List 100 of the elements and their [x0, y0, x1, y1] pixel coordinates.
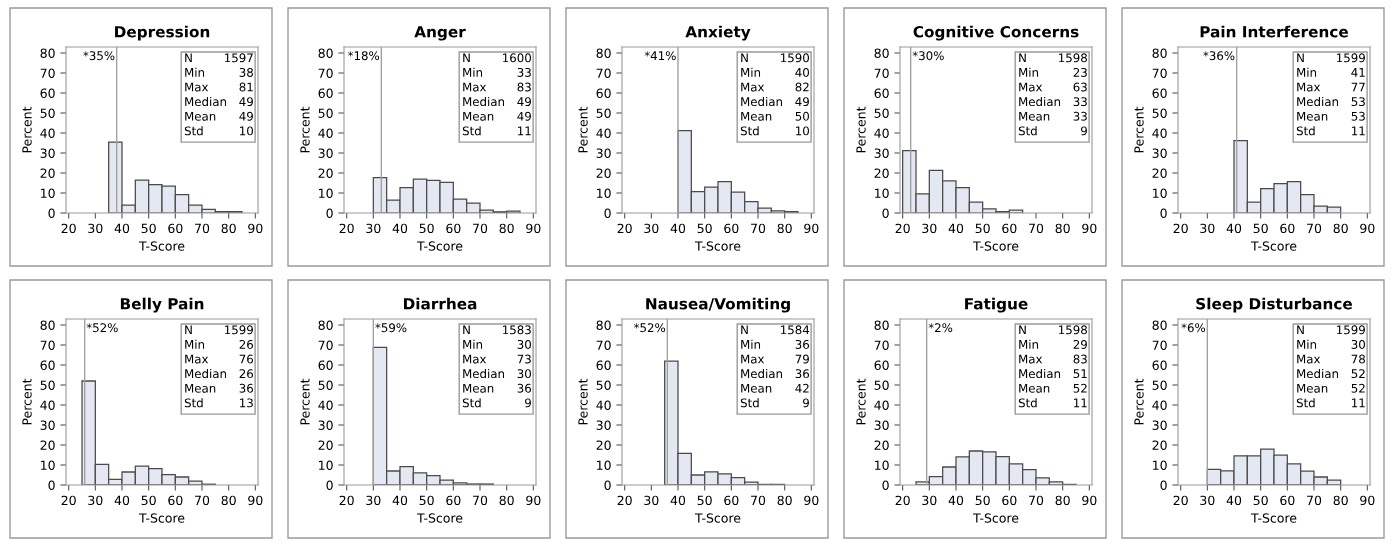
- y-tick-label: 40: [596, 400, 611, 410]
- x-tick-label: 80: [1333, 223, 1348, 234]
- text: Std 10: [184, 126, 253, 136]
- chart-title: Cognitive Concerns: [913, 25, 1079, 41]
- y-tick-label: 30: [874, 420, 889, 430]
- y-tick-label: 30: [596, 420, 611, 430]
- x-tick-label: 20: [1173, 495, 1188, 506]
- x-tick-label: 20: [617, 223, 632, 234]
- y-tick-label: 20: [874, 440, 889, 450]
- x-tick-label: 20: [617, 495, 632, 506]
- x-tick-label: 40: [670, 495, 686, 506]
- x-tick-label: 20: [895, 223, 910, 234]
- y-tick-label: 30: [1152, 148, 1167, 158]
- text: Max 83: [1019, 354, 1087, 364]
- y-tick-label: 0: [882, 208, 889, 218]
- x-axis-title: T-Score: [416, 513, 463, 523]
- x-tick-label: 40: [670, 223, 686, 234]
- x-tick-label: 50: [141, 495, 156, 506]
- x-tick-label: 70: [1307, 495, 1322, 506]
- y-tick-label: 30: [1152, 420, 1167, 430]
- x-tick-label: 80: [1055, 495, 1070, 506]
- text: N 1583: [463, 325, 531, 335]
- y-tick-label: 80: [40, 48, 55, 58]
- y-axis-title: Percent: [578, 106, 588, 153]
- x-tick-label: 20: [895, 495, 910, 506]
- annotation: *52%: [633, 323, 666, 333]
- y-tick-label: 70: [318, 340, 333, 350]
- text: Min 26: [185, 339, 254, 349]
- text: Max 79: [741, 354, 809, 364]
- text: Std 11: [462, 126, 531, 136]
- y-tick-label: 60: [40, 88, 55, 98]
- text: N 1597: [185, 53, 253, 63]
- x-tick-label: 70: [751, 495, 766, 506]
- y-tick-label: 0: [326, 208, 333, 218]
- annotation: *2%: [928, 323, 953, 333]
- text: N 1598: [1019, 53, 1087, 63]
- text: Std 10: [740, 126, 809, 136]
- x-tick-label: 70: [473, 223, 488, 234]
- chart-title: Pain Interference: [1200, 25, 1349, 38]
- text: Min 41: [1297, 67, 1365, 77]
- annotation: *30%: [912, 51, 944, 61]
- annotation: Median 51: [1019, 368, 1087, 379]
- y-tick-label: 70: [40, 68, 55, 78]
- x-tick-label: 40: [948, 495, 964, 506]
- text: Mean 36: [463, 383, 532, 393]
- y-tick-label: 0: [48, 208, 55, 218]
- text: Max 81: [185, 82, 253, 92]
- x-tick-label: 30: [1200, 495, 1215, 506]
- annotation: Median 52: [1297, 368, 1365, 379]
- text: Mean 49: [185, 111, 253, 121]
- x-tick-label: 90: [248, 223, 263, 234]
- text: Std 11: [1018, 398, 1087, 408]
- text: Std 13: [184, 398, 253, 408]
- annotation: *41%: [644, 51, 676, 61]
- x-tick-label: 60: [168, 223, 183, 234]
- x-axis-title: T-Score: [1250, 513, 1297, 523]
- x-tick-label: 60: [1002, 495, 1017, 506]
- text: Min 36: [741, 339, 810, 349]
- x-tick-label: 90: [248, 495, 263, 506]
- x-tick-label: 30: [644, 223, 659, 234]
- x-axis-title: T-Score: [416, 241, 463, 251]
- x-tick-label: 70: [473, 495, 488, 506]
- chart-title: Anger: [414, 26, 466, 41]
- x-tick-label: 80: [221, 223, 236, 234]
- y-tick-label: 80: [1152, 48, 1167, 58]
- y-tick-label: 20: [40, 440, 55, 450]
- annotation: Median 53: [1297, 96, 1365, 107]
- y-tick-label: 0: [882, 480, 889, 490]
- x-tick-label: 90: [1082, 223, 1097, 234]
- x-tick-label: 90: [1360, 223, 1375, 234]
- y-tick-label: 80: [318, 48, 333, 58]
- x-axis-title: T-Score: [138, 241, 185, 251]
- text: Max 82: [741, 82, 809, 92]
- y-tick-label: 50: [596, 380, 611, 390]
- text: N 1584: [741, 325, 810, 335]
- annotation: Median 26: [185, 368, 254, 379]
- y-axis-title: Percent: [578, 378, 588, 425]
- y-axis-title: Percent: [1134, 378, 1144, 425]
- text: Std 11: [1296, 126, 1365, 136]
- text: N 1599: [185, 325, 253, 335]
- x-tick-label: 70: [1029, 223, 1044, 234]
- y-tick-label: 30: [318, 420, 333, 430]
- chart-title: Sleep Disturbance: [1196, 297, 1352, 313]
- annotation: Median 49: [741, 96, 809, 107]
- x-tick-label: 60: [446, 495, 461, 506]
- y-tick-label: 10: [319, 188, 333, 198]
- x-tick-label: 60: [446, 223, 461, 234]
- y-tick-label: 60: [40, 360, 55, 370]
- text: N 1590: [741, 53, 809, 63]
- y-tick-label: 60: [596, 88, 611, 98]
- x-tick-label: 50: [141, 223, 156, 234]
- y-tick-label: 40: [1152, 400, 1167, 410]
- y-tick-label: 0: [326, 480, 333, 490]
- chart-title: Nausea/Vomiting: [646, 297, 790, 313]
- text: Mean 42: [741, 383, 809, 393]
- x-tick-label: 80: [499, 495, 514, 506]
- y-tick-label: 50: [40, 108, 55, 118]
- x-tick-label: 20: [339, 495, 354, 506]
- x-axis-title: T-Score: [972, 513, 1019, 523]
- y-tick-label: 80: [874, 48, 889, 58]
